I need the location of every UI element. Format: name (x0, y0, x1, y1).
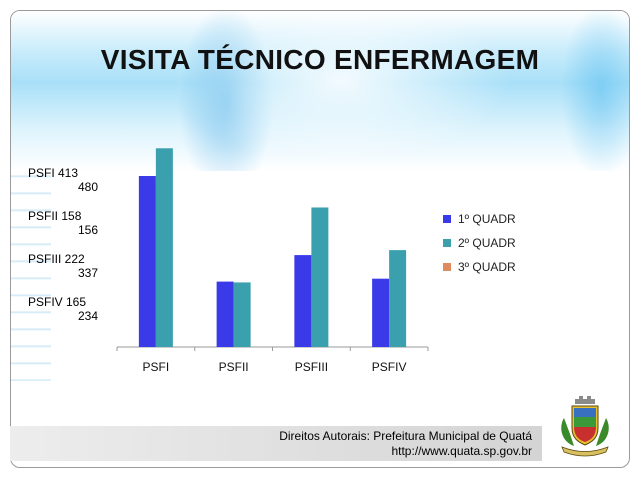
footer-copyright: Direitos Autorais: Prefeitura Municipal … (279, 429, 532, 443)
side-label-psfi: PSFI 413 480 (28, 166, 98, 194)
legend-label: 3º QUADR (458, 260, 516, 274)
slide-frame (10, 10, 630, 468)
legend-item-series-1: 1º QUADR (443, 207, 516, 231)
legend-label: 2º QUADR (458, 236, 516, 250)
bar-psfiv-series-2 (389, 250, 407, 347)
legend-swatch (443, 239, 451, 247)
side-label-line1: PSFII 158 (28, 209, 82, 223)
legend-label: 1º QUADR (458, 212, 516, 226)
x-tick-label: PSFII (219, 360, 249, 374)
side-label-line2: 234 (77, 309, 98, 323)
bar-psfii-series-1 (216, 281, 234, 347)
slide-title: VISITA TÉCNICO ENFERMAGEM (100, 44, 540, 75)
side-label-line2: 480 (77, 180, 98, 194)
sky-background (11, 11, 629, 171)
side-label-line2: 337 (77, 266, 98, 280)
municipal-crest-icon (561, 396, 609, 457)
bar-psfi-series-1 (138, 176, 156, 347)
x-tick-label: PSFIII (295, 360, 328, 374)
legend-swatch (443, 263, 451, 271)
side-value-labels: PSFI 413 480 PSFII 158 156 PSFIII 222 33… (28, 166, 98, 338)
x-tick-label: PSFI (143, 360, 170, 374)
bar-psfi-series-2 (155, 148, 173, 347)
bar-psfii-series-2 (233, 282, 251, 347)
legend-item-series-2: 2º QUADR (443, 231, 516, 255)
side-label-line1: PSFIII 222 (28, 252, 85, 266)
bar-psfiii-series-2 (311, 207, 329, 347)
side-label-psfii: PSFII 158 156 (28, 209, 98, 237)
chart-legend: 1º QUADR 2º QUADR 3º QUADR (443, 207, 516, 279)
side-label-psfiii: PSFIII 222 337 (28, 252, 98, 280)
decorative-streaks (11, 161, 51, 381)
footer-bar: Direitos Autorais: Prefeitura Municipal … (10, 426, 542, 461)
legend-item-series-3: 3º QUADR (443, 255, 516, 279)
side-label-psfiv: PSFIV 165 234 (28, 295, 98, 323)
bar-psfiii-series-1 (294, 255, 312, 347)
legend-swatch (443, 215, 451, 223)
side-label-line1: PSFIV 165 (28, 295, 87, 309)
bar-psfiv-series-1 (372, 278, 390, 347)
side-label-line1: PSFI 413 (28, 166, 79, 180)
footer-url: http://www.quata.sp.gov.br (391, 444, 532, 458)
side-label-line2: 156 (77, 223, 98, 237)
x-tick-label: PSFIV (372, 360, 407, 374)
